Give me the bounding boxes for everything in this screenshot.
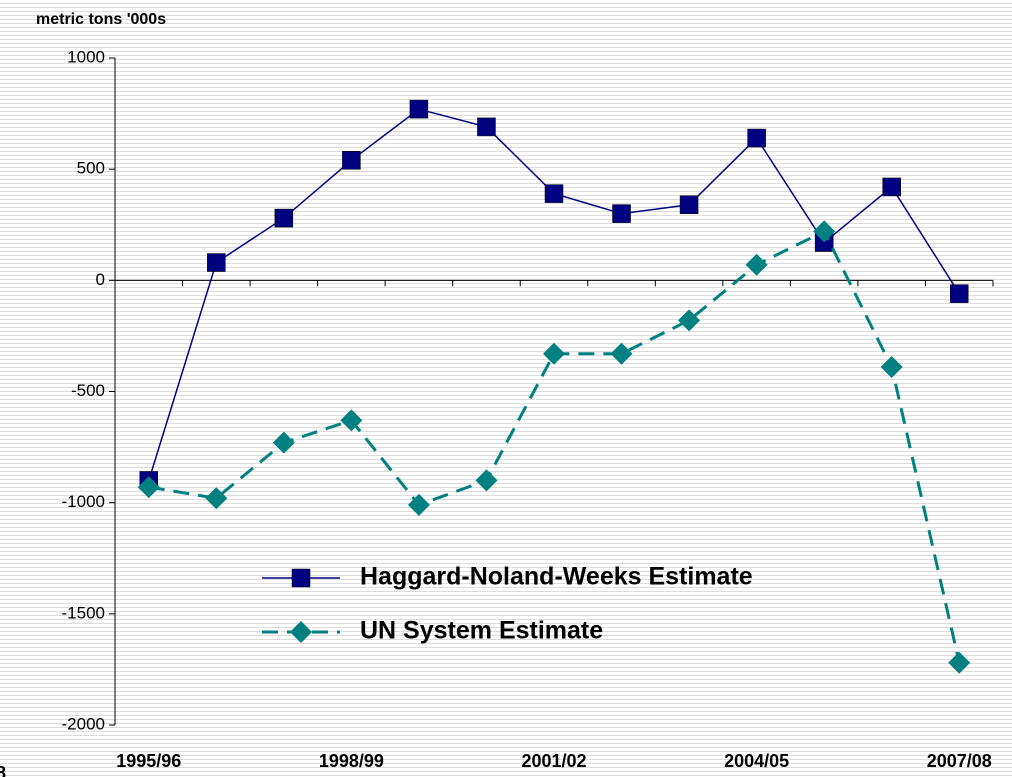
y-tick-label: 1000	[67, 47, 105, 66]
series-line	[148, 229, 961, 664]
marker	[207, 253, 226, 272]
x-tick-label: 2004/05	[724, 751, 789, 771]
marker	[880, 356, 903, 379]
y-tick-label: -1000	[62, 492, 105, 511]
marker	[272, 431, 295, 454]
marker	[949, 284, 969, 303]
marker	[409, 99, 429, 119]
marker	[544, 184, 564, 203]
marker	[678, 309, 701, 332]
legend-marker	[291, 568, 311, 588]
marker	[342, 151, 361, 170]
marker	[679, 195, 699, 214]
y-tick-label: -2000	[62, 714, 105, 733]
y-tick-label: -1500	[62, 603, 105, 622]
marker	[813, 220, 836, 243]
marker	[340, 409, 363, 432]
x-tick-label: 1998/99	[319, 751, 384, 771]
marker	[475, 469, 498, 492]
marker	[948, 651, 971, 674]
marker	[407, 493, 430, 516]
legend-label: Haggard-Noland-Weeks Estimate	[360, 563, 753, 591]
marker	[543, 342, 565, 365]
y-tick-label: 500	[77, 159, 105, 178]
marker	[612, 204, 631, 223]
y-tick-label: 0	[96, 270, 105, 289]
series-line	[148, 108, 960, 481]
marker	[205, 487, 228, 510]
marker	[610, 342, 633, 365]
x-tick-label: 2001/02	[521, 751, 586, 771]
marker	[745, 253, 768, 276]
x-tick-label: 2007/08	[927, 751, 992, 771]
marker	[477, 117, 496, 137]
marker	[274, 208, 294, 228]
y-axis-label: metric tons '000s	[36, 11, 166, 28]
page-number: 8	[0, 763, 6, 777]
marker	[882, 177, 901, 197]
x-tick-label: 1995/96	[116, 751, 181, 771]
marker	[137, 476, 160, 499]
legend-marker	[290, 621, 312, 643]
legend-label: UN System Estimate	[360, 617, 603, 645]
y-tick-label: -500	[71, 381, 105, 400]
marker	[747, 128, 766, 148]
